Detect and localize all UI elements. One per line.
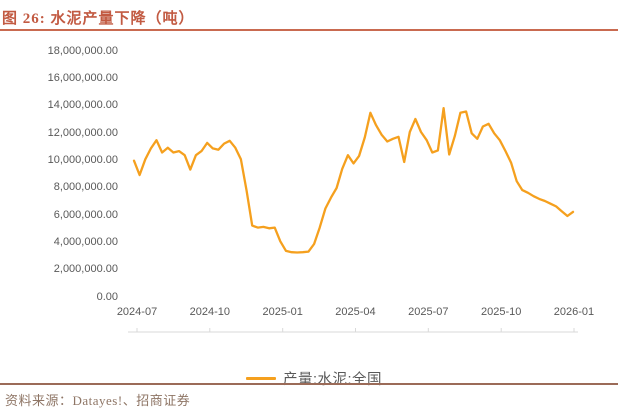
x-axis-tick-label: 2025-01 bbox=[262, 306, 303, 318]
legend-line-swatch bbox=[246, 376, 276, 380]
title-divider bbox=[0, 29, 618, 31]
y-axis-tick-label: 10,000,000.00 bbox=[47, 153, 118, 166]
line-plot bbox=[128, 106, 578, 333]
x-axis-tick-label: 2026-01 bbox=[553, 306, 595, 318]
x-axis-tick-label: 2025-07 bbox=[408, 306, 449, 318]
x-axis-tick-label: 2025-10 bbox=[480, 306, 522, 318]
y-axis-tick-label: 14,000,000.00 bbox=[47, 99, 118, 112]
x-axis-tick-label: 2024-10 bbox=[189, 306, 231, 318]
cement-production-chart: 18,000,000.00 16,000,000.00 14,000,000.00 1… bbox=[0, 32, 618, 388]
y-axis-tick-label: 4,000,000.00 bbox=[53, 235, 118, 248]
source-note: 资料来源：Datayes!、招商证券 bbox=[5, 393, 191, 408]
y-axis-tick-label: 2,000,000.00 bbox=[53, 263, 118, 276]
x-axis-tick-label: 2024-07 bbox=[116, 306, 158, 318]
y-axis-tick-label: 12,000,000.00 bbox=[47, 126, 118, 139]
y-axis-tick-label: 0.00 bbox=[96, 290, 118, 303]
y-axis-tick-label: 16,000,000.00 bbox=[47, 71, 118, 84]
footer-divider bbox=[0, 383, 618, 385]
y-axis-tick-label: 18,000,000.00 bbox=[47, 44, 118, 57]
y-axis-tick-label: 8,000,000.00 bbox=[53, 181, 118, 194]
legend-label: 产量:水泥:全国 bbox=[283, 371, 383, 388]
y-axis-tick-label: 6,000,000.00 bbox=[53, 208, 118, 221]
figure-title: 图 26: 水泥产量下降（吨） bbox=[2, 11, 195, 27]
x-axis-tick-label: 2025-04 bbox=[335, 306, 376, 318]
